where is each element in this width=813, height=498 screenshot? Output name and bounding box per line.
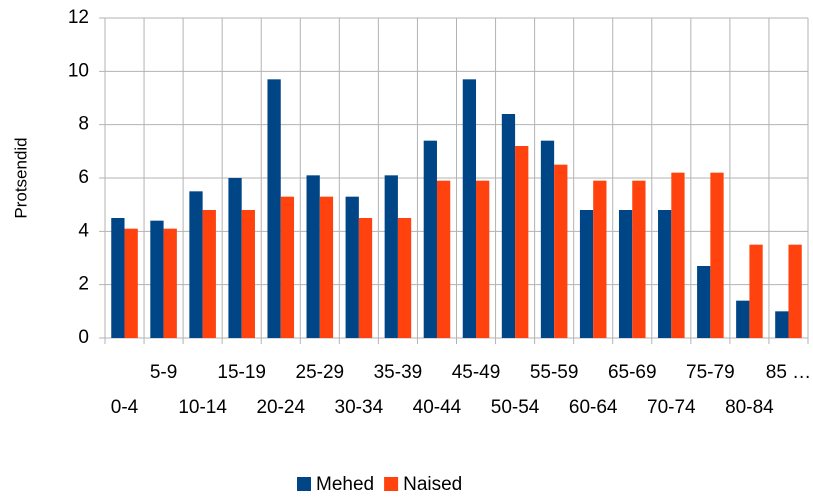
x-tick-label: 50-54 [491,397,540,418]
bar [515,146,529,338]
legend-swatch [384,477,399,491]
bar [540,140,555,338]
bar [618,210,633,338]
bar [228,178,242,338]
legend-swatch [297,477,311,491]
bar [697,266,711,338]
bar [319,196,334,338]
bar [554,164,568,338]
bar [501,114,516,338]
y-tick-label: 8 [78,114,89,135]
x-tick-label: 30-34 [335,397,384,418]
x-tick-label: 55-59 [530,362,579,383]
x-tick-label: 15-19 [217,362,266,383]
bar [124,228,138,338]
x-tick-label: 25-29 [296,362,345,383]
x-tick-label: 80-84 [725,397,774,418]
bar [384,175,398,338]
bar [345,196,359,338]
bar [202,210,216,338]
bar [658,210,672,338]
bar [775,311,789,338]
bar [241,210,255,338]
bar [710,172,724,338]
bar [593,180,607,338]
legend-label: Naised [403,474,462,495]
y-tick-label: 2 [78,274,89,295]
bar [736,300,750,338]
legend-label: Mehed [316,474,374,495]
y-tick-label: 0 [78,327,89,348]
bar [267,79,281,338]
bar [150,220,164,338]
bar [671,172,685,338]
y-tick-label: 12 [68,7,89,28]
bar [423,140,437,338]
x-tick-label: 10-14 [178,397,227,418]
bar [462,79,477,338]
bar [189,191,203,338]
x-tick-label: 45-49 [452,362,501,383]
y-tick-label: 4 [78,220,89,241]
bar [111,218,125,338]
bar [788,244,802,338]
bar [163,228,177,338]
bar [476,180,490,338]
bar [632,180,646,338]
bar [749,244,763,338]
x-tick-label: 0-4 [111,397,139,418]
x-tick-label: 65-69 [608,362,657,383]
bar [436,180,451,338]
bar [306,175,320,338]
x-tick-label: 60-64 [569,397,618,418]
x-tick-label: 85 … [766,362,811,383]
y-axis-label: Protsendid [11,137,30,218]
bar [579,210,594,338]
bar [397,218,412,338]
bar [358,218,373,338]
bar [280,196,295,338]
x-tick-label: 20-24 [256,397,305,418]
y-tick-label: 10 [68,60,89,81]
x-tick-label: 40-44 [413,397,462,418]
x-tick-label: 70-74 [647,397,696,418]
x-tick-label: 75-79 [686,362,735,383]
x-tick-label: 35-39 [374,362,423,383]
x-tick-label: 5-9 [150,362,177,383]
y-tick-label: 6 [78,167,89,188]
